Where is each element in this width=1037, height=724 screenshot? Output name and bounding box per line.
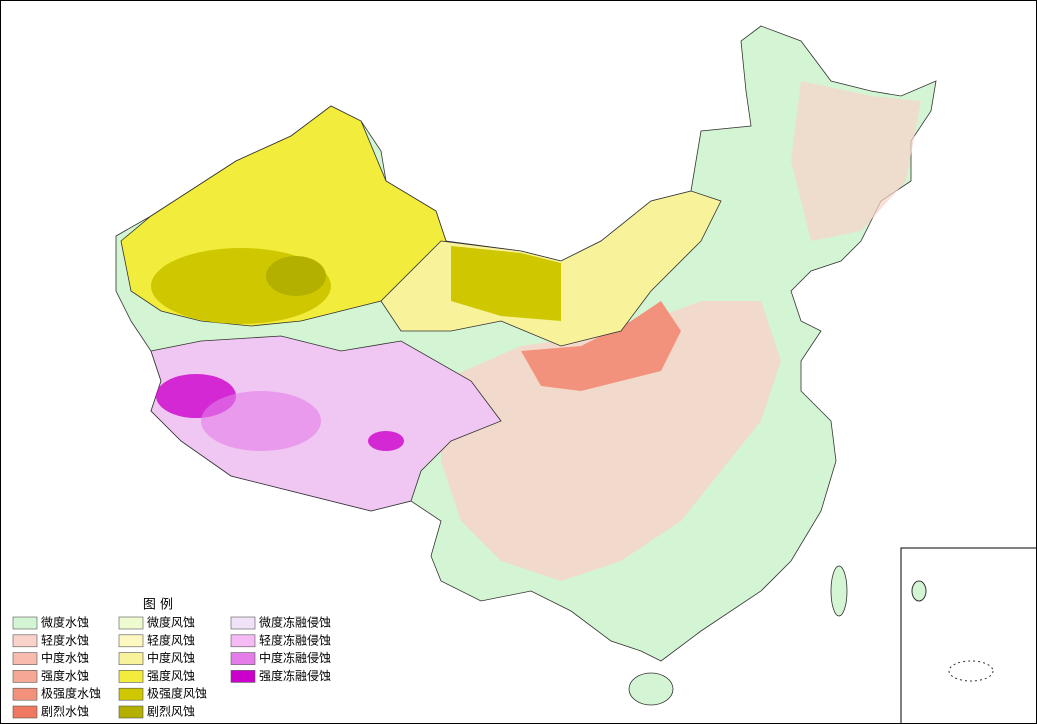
legend-label: 轻度风蚀 [147, 632, 195, 647]
legend-label: 微度风蚀 [147, 615, 195, 630]
freeze-strong [368, 431, 404, 451]
legend-label: 轻度水蚀 [41, 632, 89, 647]
legend-label: 极强度水蚀 [41, 686, 101, 701]
legend-swatch [12, 687, 38, 701]
legend-label: 极强度风蚀 [147, 686, 207, 701]
legend-swatch [12, 616, 38, 630]
legend-swatch [230, 670, 256, 683]
inset-taiwan [911, 580, 927, 602]
legend-swatch [12, 705, 38, 719]
legend-swatch [118, 670, 144, 683]
legend-swatch [118, 616, 144, 630]
taiwan [830, 565, 848, 617]
inset-islands [948, 660, 994, 682]
hainan [628, 672, 674, 706]
northeast-light [791, 81, 921, 241]
legend-title: 图 例 [143, 598, 173, 613]
legend-label: 剧烈风蚀 [147, 705, 195, 719]
inset-frame [900, 547, 1036, 723]
legend-label: 中度风蚀 [147, 650, 195, 665]
legend-swatch [118, 705, 144, 719]
legend-swatch [230, 652, 256, 665]
inset [900, 547, 1036, 723]
legend-label: 微度水蚀 [41, 615, 89, 630]
taklimakan-core [266, 256, 326, 296]
water-erosion-zone [441, 301, 781, 581]
legend-swatch [118, 634, 144, 648]
legend-label: 中度水蚀 [41, 650, 89, 665]
legend-label: 微度冻融侵蚀 [259, 615, 331, 630]
legend-swatch [12, 652, 38, 665]
tibet-freeze [150, 335, 502, 512]
legend-label: 剧烈水蚀 [41, 705, 89, 719]
legend-swatch [12, 670, 38, 683]
legend-swatch [12, 634, 38, 648]
loess-zone [521, 301, 681, 391]
mongolia-core [451, 246, 561, 321]
china-map [115, 25, 937, 706]
legend-label: 中度冻融侵蚀 [259, 650, 331, 665]
legend-label: 强度水蚀 [41, 668, 89, 683]
legend-swatch [230, 634, 256, 648]
legend-label: 强度风蚀 [147, 668, 195, 683]
legend-swatch [118, 652, 144, 665]
legend-label: 轻度冻融侵蚀 [259, 632, 331, 647]
legend-swatch [118, 687, 144, 701]
freeze-medium [201, 391, 321, 451]
legend-label: 强度冻融侵蚀 [259, 668, 331, 683]
legend-swatch [230, 616, 256, 630]
